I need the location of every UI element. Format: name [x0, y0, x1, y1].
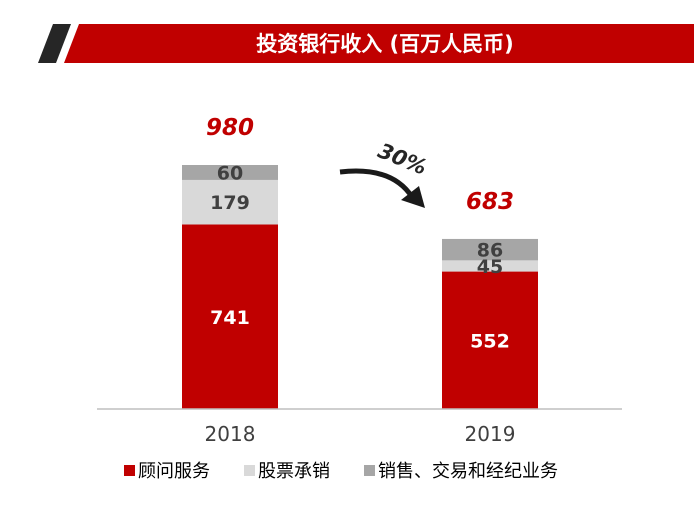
- data-label-2019-series-2: 86: [477, 240, 503, 262]
- bar-segment-2019-series-2: [442, 238, 538, 261]
- legend-label-series-0: 顾问服务: [138, 461, 210, 482]
- data-label-2018-series-2: 60: [217, 162, 243, 184]
- total-label-2019: 683: [466, 189, 514, 215]
- data-label-2018-series-0: 741: [210, 307, 250, 329]
- title-banner-dark-stripe: [38, 24, 71, 63]
- bar-segment-2019-series-0: [442, 271, 538, 409]
- total-label-2018: 980: [206, 115, 254, 141]
- data-label-2018-series-1: 179: [210, 192, 250, 214]
- legend-label-series-2: 销售、交易和经纪业务: [378, 461, 558, 482]
- legend-swatch-series-0: [124, 465, 135, 476]
- bar-segment-2018-series-1: [182, 179, 278, 225]
- x-tick-label-2019: 2019: [465, 422, 516, 446]
- bar-segment-2019-series-1: [442, 260, 538, 272]
- legend-swatch-series-2: [364, 465, 375, 476]
- x-tick-labels: 2018 2019: [205, 422, 516, 446]
- legend: 顾问服务 股票承销 销售、交易和经纪业务: [124, 461, 558, 482]
- title-banner-red-band: [64, 24, 694, 63]
- x-tick-label-2018: 2018: [205, 422, 256, 446]
- chart-title: 投资银行收入 (百万人民币): [256, 32, 514, 56]
- change-arrow: 30%: [339, 139, 430, 208]
- legend-label-series-1: 股票承销: [258, 461, 330, 482]
- bar-segment-2018-series-0: [182, 224, 278, 409]
- data-label-2019-series-1: 45: [477, 256, 503, 278]
- bars-layer: [182, 165, 538, 409]
- change-arrow-head: [401, 186, 425, 208]
- change-arrow-curve: [339, 168, 415, 199]
- legend-swatch-series-1: [244, 465, 255, 476]
- title-banner: 投资银行收入 (百万人民币): [38, 24, 694, 63]
- bar-segment-2018-series-2: [182, 165, 278, 180]
- data-label-2019-series-0: 552: [470, 330, 510, 352]
